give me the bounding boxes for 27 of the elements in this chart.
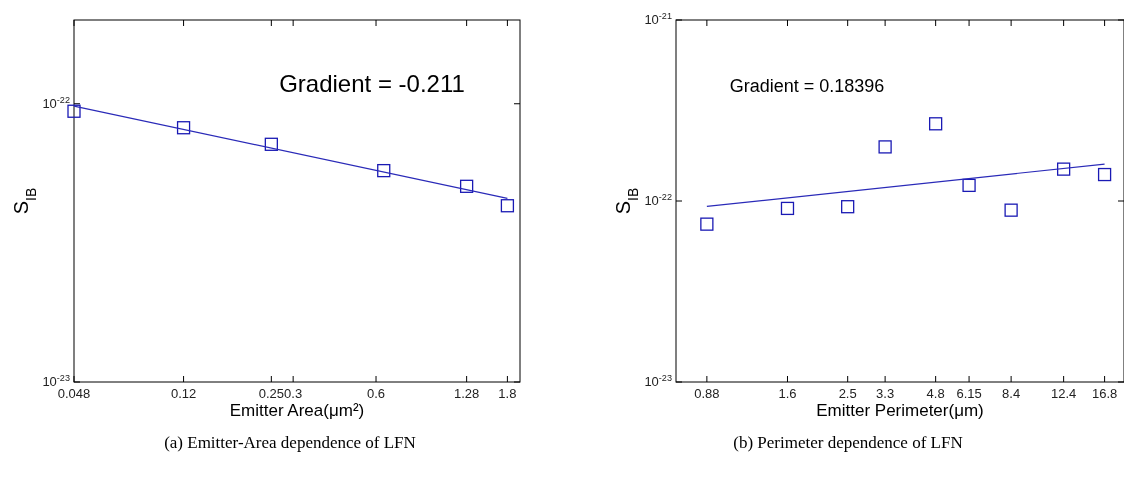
x-tick-label: 0.88 [694, 386, 720, 401]
y-tick-label: 10$^{-22}$ [644, 192, 672, 208]
x-tick-label: 4.8 [926, 386, 945, 401]
x-tick-label: 0.12 [170, 386, 197, 401]
x-axis-title: Emitter Area(μm²) [229, 401, 365, 420]
x-tick-label: 1.28 [453, 386, 480, 401]
x-tick-label: 0.3 [284, 386, 303, 401]
x-tick-label: 2.5 [838, 386, 857, 401]
x-axis-title: Emitter Perimeter(μm) [816, 401, 984, 420]
text: (a) Emitter-Area dependence of LFN [164, 433, 416, 452]
x-tick-label: 12.4 [1050, 386, 1077, 401]
annotation: Gradient = 0.18396 [729, 76, 885, 97]
y-tick-label: 10$^{-23}$ [42, 373, 70, 389]
x-tick-label: 0.048 [57, 386, 91, 401]
y-tick-label: 10$^{-22}$ [42, 94, 70, 111]
x-tick-label: 0.6 [366, 386, 386, 401]
x-tick-label: 0.25 [258, 386, 284, 401]
x-tick-label: 8.4 [1002, 386, 1021, 401]
text: (b) Perimeter dependence of LFN [733, 433, 963, 452]
y-tick-label: 10$^{-21}$ [644, 11, 672, 27]
x-tick-label: 6.15 [956, 386, 982, 401]
x-tick-label: 1.6 [778, 386, 797, 401]
y-tick-label: 10$^{-23}$ [644, 373, 672, 389]
x-tick-label: 3.3 [876, 386, 895, 401]
annotation: Gradient = -0.211 [279, 70, 465, 98]
x-tick-label: 1.8 [498, 386, 517, 401]
x-tick-label: 16.8 [1091, 386, 1118, 401]
